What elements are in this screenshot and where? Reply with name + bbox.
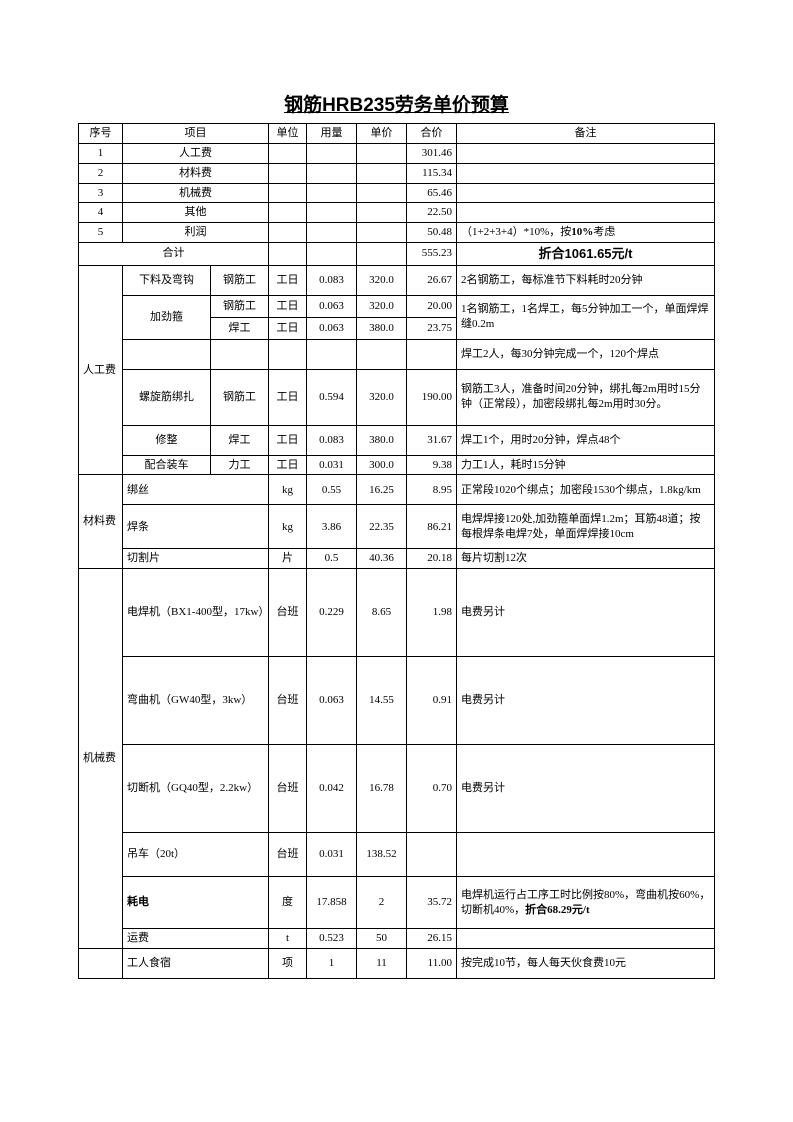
machine-row: 吊车（20t）台班0.031138.52 <box>79 833 715 877</box>
labor-row: 加劲箍钢筋工工日0.063320.020.001名钢筋工，1名焊工，每5分钟加工… <box>79 295 715 317</box>
labor-row: 人工费下料及弯钩钢筋工工日0.083320.026.672名钢筋工，每标准节下料… <box>79 265 715 295</box>
labor-row: 焊工2人，每30分钟完成一个，120个焊点 <box>79 339 715 369</box>
summary-row: 3机械费65.46 <box>79 183 715 203</box>
labor-row: 螺旋筋绑扎钢筋工工日0.594320.0190.00钢筋工3人，准备时间20分钟… <box>79 369 715 425</box>
header-row: 序号项目单位用量单价合价备注 <box>79 124 715 144</box>
machine-row: 耗电度17.858235.72电焊机运行占工序工时比例按80%，弯曲机按60%，… <box>79 877 715 929</box>
page-title: 钢筋HRB235劳务单价预算 <box>78 90 715 117</box>
summary-row: 1人工费301.46 <box>79 143 715 163</box>
summary-row: 2材料费115.34 <box>79 163 715 183</box>
budget-table: 序号项目单位用量单价合价备注1人工费301.462材料费115.343机械费65… <box>78 123 715 979</box>
material-row: 材料费绑丝kg0.5516.258.95正常段1020个绑点；加密段1530个绑… <box>79 475 715 505</box>
machine-row: 机械费电焊机（BX1-400型，17kw）台班0.2298.651.98电费另计 <box>79 569 715 657</box>
material-row: 焊条kg3.8622.3586.21电焊焊接120处,加劲箍单面焊1.2m；耳筋… <box>79 505 715 549</box>
machine-row: 运费t0.5235026.15 <box>79 929 715 949</box>
machine-row: 弯曲机（GW40型，3kw）台班0.06314.550.91电费另计 <box>79 657 715 745</box>
material-row: 切割片片0.540.3620.18每片切割12次 <box>79 549 715 569</box>
machine-row: 切断机（GQ40型，2.2kw）台班0.04216.780.70电费另计 <box>79 745 715 833</box>
labor-row: 修整焊工工日0.083380.031.67焊工1个，用时20分钟，焊点48个 <box>79 425 715 455</box>
summary-row: 4其他22.50 <box>79 203 715 223</box>
total-row: 合计555.23折合1061.65元/t <box>79 243 715 266</box>
other-row: 工人食宿项11111.00按完成10节，每人每天伙食费10元 <box>79 949 715 979</box>
summary-row: 5利润50.48（1+2+3+4）*10%，按10%考虑 <box>79 223 715 243</box>
labor-row: 配合装车力工工日0.031300.09.38力工1人，耗时15分钟 <box>79 455 715 475</box>
